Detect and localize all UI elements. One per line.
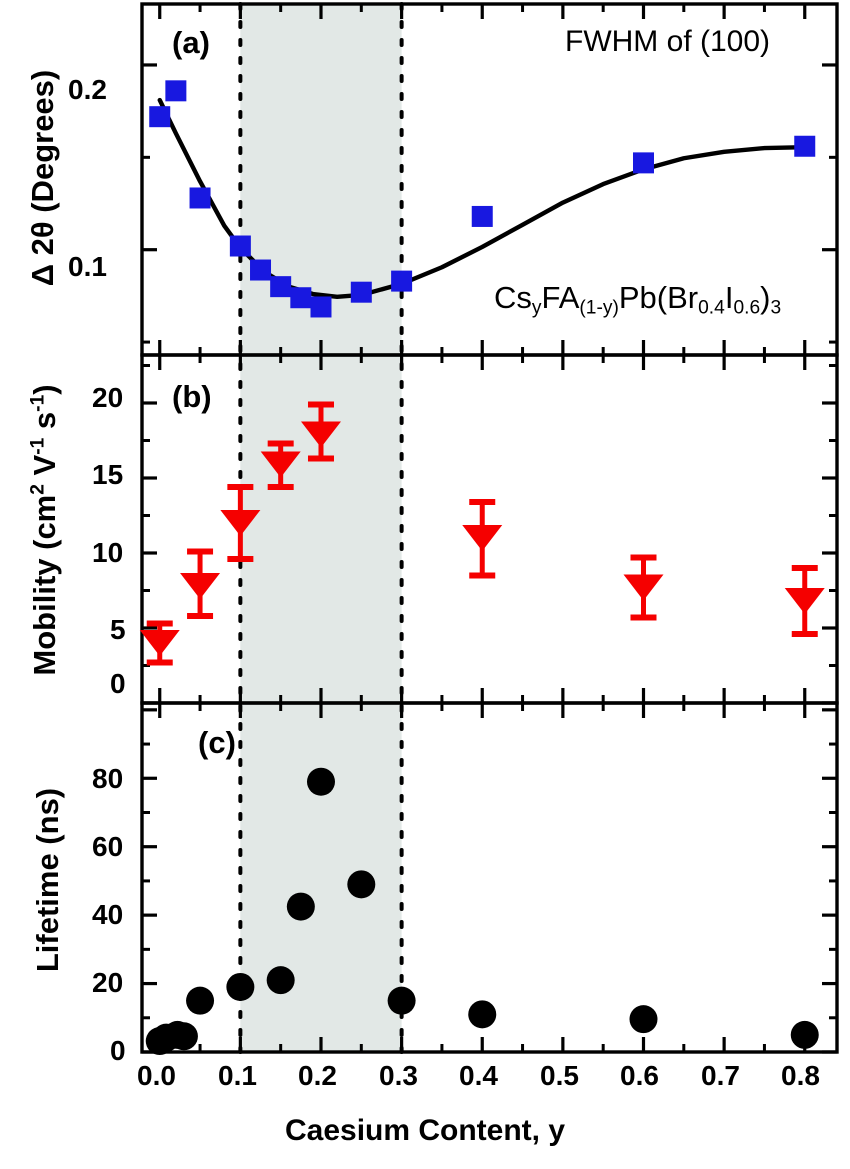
panel-b-datapoint [300, 421, 341, 448]
panel-b-datapoint [462, 525, 503, 551]
panel-c-ylabel-text: Lifetime (ns) [30, 787, 65, 973]
panel-a-datapoint [229, 235, 251, 257]
formula-mid2: Pb(Br [618, 280, 699, 315]
p7: ) [27, 384, 62, 395]
panel-frame-c [140, 701, 839, 1054]
panel-c-label: (c) [198, 725, 236, 760]
highlight-band [240, 4, 402, 1052]
panel-c-datapoint [152, 1023, 181, 1052]
panel-a-ylabel: Δ 2θ (Degrees) [25, 68, 61, 288]
panel-c-ytick-1: 60 [92, 831, 124, 862]
panel-b-ytick-1: 15 [92, 459, 124, 490]
panel-c-datapoint [169, 1022, 198, 1051]
panel-c-datapoint [145, 1027, 174, 1056]
panel-a-formula: CsyFA(1-y)Pb(Br0.4I0.6)3 [494, 280, 781, 319]
panel-b-datapoint [220, 510, 261, 536]
panel-c-ylabel: Lifetime (ns) [30, 760, 66, 1000]
formula-sub4: 0.6 [733, 297, 761, 319]
panel-a-fit-curve [157, 97, 807, 300]
xtick-label-7: 0.7 [701, 1060, 740, 1091]
panel-c-datapoint [306, 767, 335, 796]
panel-a-datapoint [149, 106, 171, 128]
formula-mid4: ) [760, 280, 771, 315]
xtick-label-0: 0.0 [137, 1060, 176, 1091]
xtick-label-4: 0.4 [459, 1060, 498, 1091]
panel-c-datapoint [266, 966, 295, 995]
p2: 2 [27, 484, 49, 495]
panel-a-datapoint [794, 135, 816, 157]
panel-c-datapoint [468, 1000, 497, 1029]
formula-mid1: FA [541, 280, 580, 315]
panel-c-ytick-4: 0 [110, 1035, 126, 1066]
xtick-label-1: 0.1 [218, 1060, 257, 1091]
panel-b-datapoint [260, 451, 301, 478]
panel-c-datapoint [387, 986, 416, 1015]
panel-a-datapoint [391, 270, 413, 292]
panel-a-datapoint [290, 287, 312, 309]
panel-a-datapoint [310, 296, 332, 318]
p6: -1 [27, 394, 49, 412]
p1: Mobility (cm [27, 494, 62, 676]
panel-a-annotation-title: FWHM of (100) [565, 25, 771, 58]
panel-b-ylabel-text: Mobility (cm2 V-1 s-1) [27, 384, 62, 675]
panel-b-datapoint [623, 574, 664, 601]
panel-c-datapoint [790, 1020, 819, 1049]
panel-b-ytick-3: 5 [110, 614, 126, 645]
panel-c-datapoint [629, 1005, 658, 1034]
p4: -1 [27, 437, 49, 455]
formula-prefix: Cs [494, 280, 532, 315]
panel-b-datapoint [139, 630, 180, 656]
xtick-label-2: 0.2 [298, 1060, 337, 1091]
xtick-label-6: 0.6 [620, 1060, 659, 1091]
xtick-label-8: 0.8 [781, 1060, 820, 1091]
formula-sub1: y [531, 297, 542, 319]
panel-b-ytick-4: 0 [110, 668, 126, 699]
panel-c-datapoint [186, 986, 215, 1015]
p3: V [27, 454, 62, 485]
panel-b-ytick-2: 10 [92, 537, 124, 568]
panel-c-ytick-2: 40 [92, 899, 124, 930]
panel-b-label: (b) [172, 379, 212, 414]
panel-frame-b [140, 353, 839, 705]
xtick-label-5: 0.5 [540, 1060, 579, 1091]
p5: s [27, 411, 62, 438]
panel-a-ylabel-text: Δ 2θ (Degrees) [25, 69, 60, 287]
panel-a-ytick-1: 0.1 [68, 251, 107, 282]
panel-b-datapoint [784, 588, 825, 614]
panel-c-datapoint [347, 870, 376, 899]
panel-c-datapoint [286, 892, 315, 921]
panel-a-datapoint [270, 276, 292, 298]
panel-c-datapoint [163, 1020, 192, 1049]
x-axis-label: Caesium Content, y [284, 1114, 566, 1147]
panel-a-datapoint [350, 281, 372, 303]
panel-a-datapoint [189, 187, 211, 209]
panel-a-datapoint [250, 259, 272, 281]
panel-c-datapoint [226, 972, 255, 1001]
formula-sub2: (1-y) [579, 297, 619, 319]
panel-a-label: (a) [172, 25, 210, 60]
formula-sub5: 3 [770, 297, 782, 319]
panel-c-ytick-0: 80 [92, 763, 124, 794]
panel-a-datapoint [632, 152, 654, 174]
formula-sub3: 0.4 [698, 297, 725, 319]
panel-a-datapoint [165, 80, 187, 102]
panel-a-datapoint [471, 205, 493, 227]
panel-b-ytick-0: 20 [92, 382, 124, 413]
panel-b-datapoint [180, 573, 221, 599]
panel-b-ylabel: Mobility (cm2 V-1 s-1) [27, 345, 63, 715]
panel-c-ytick-3: 20 [92, 967, 124, 998]
xtick-label-3: 0.3 [379, 1060, 418, 1091]
panel-a-ytick-0: 0.2 [68, 74, 107, 105]
